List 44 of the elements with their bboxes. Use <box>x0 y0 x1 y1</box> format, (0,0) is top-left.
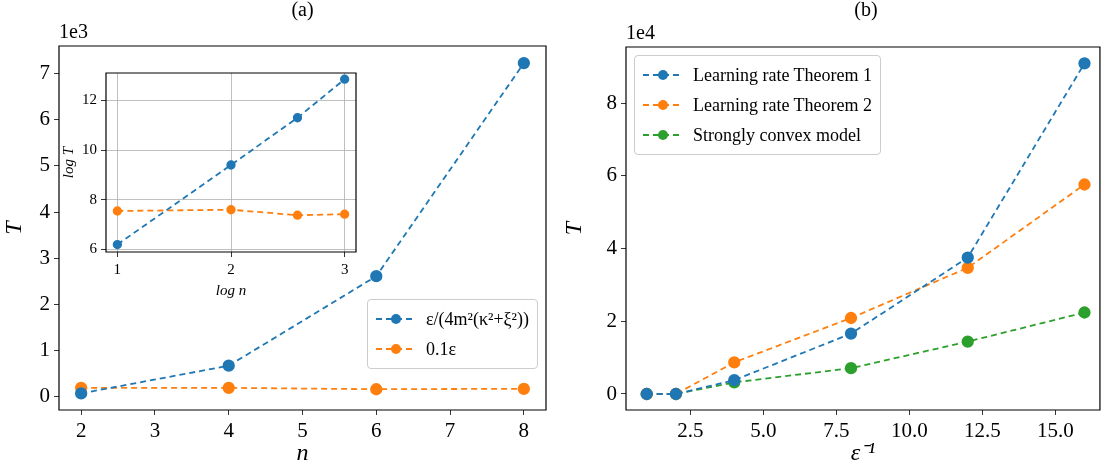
legend-label: 0.1ε <box>426 337 457 361</box>
y-tick-label: 7 <box>39 60 50 85</box>
text: 1e3 <box>59 20 88 43</box>
y-tick-label: 0 <box>606 380 617 405</box>
legend-label: Learning rate Theorem 1 <box>693 64 873 87</box>
y-tick-label: 5 <box>39 152 50 177</box>
x-tick-label: 7 <box>444 418 456 443</box>
y-axis-title: log T <box>59 145 76 179</box>
x-tick-label: 12.5 <box>963 418 1001 443</box>
chart-title: (b) <box>853 0 879 21</box>
x-tick-label: 10.0 <box>891 418 928 443</box>
y-tick-label: 6 <box>606 162 617 187</box>
x-tick-label: 5.0 <box>750 418 777 443</box>
y-tick-label: 0 <box>39 383 50 408</box>
y-tick-label: 8 <box>89 190 97 207</box>
y-tick-label: 6 <box>39 106 50 131</box>
y-tick-label: 2 <box>39 290 50 315</box>
y-axis-title: T <box>559 220 586 236</box>
x-tick-label: 2.5 <box>677 418 704 443</box>
text: 1e4 <box>626 21 655 44</box>
x-tick-label: 8 <box>518 418 530 443</box>
y-tick-label: 10 <box>82 141 97 158</box>
x-axis-title: log n <box>215 281 247 298</box>
y-tick-label: 4 <box>39 198 51 223</box>
y-tick-label: 8 <box>606 89 617 114</box>
y-tick-label: 4 <box>606 235 618 260</box>
x-tick-label: 3 <box>340 260 349 277</box>
legend-label: Strongly convex model <box>693 124 861 147</box>
y-tick-label: 1 <box>39 337 50 361</box>
chart-title: (a) <box>290 0 315 21</box>
x-axis-title: ε⁻¹ <box>850 438 876 465</box>
x-tick-label: 4 <box>223 418 235 443</box>
y-tick-label: 12 <box>82 91 97 108</box>
y-tick-label: 6 <box>89 240 98 257</box>
legend-label: Learning rate Theorem 2 <box>693 94 873 117</box>
x-tick-label: 15.0 <box>1036 418 1074 443</box>
x-tick-label: 6 <box>371 418 382 443</box>
legend-label: ε/(4m²(κ²+ξ²)) <box>426 307 529 331</box>
x-tick-label: 2 <box>227 260 235 277</box>
y-tick-label: 2 <box>606 307 617 332</box>
x-tick-label: 7.5 <box>823 418 850 443</box>
x-tick-label: 1 <box>113 260 122 277</box>
y-axis-title: T <box>0 219 26 235</box>
x-tick-label: 3 <box>149 418 161 443</box>
